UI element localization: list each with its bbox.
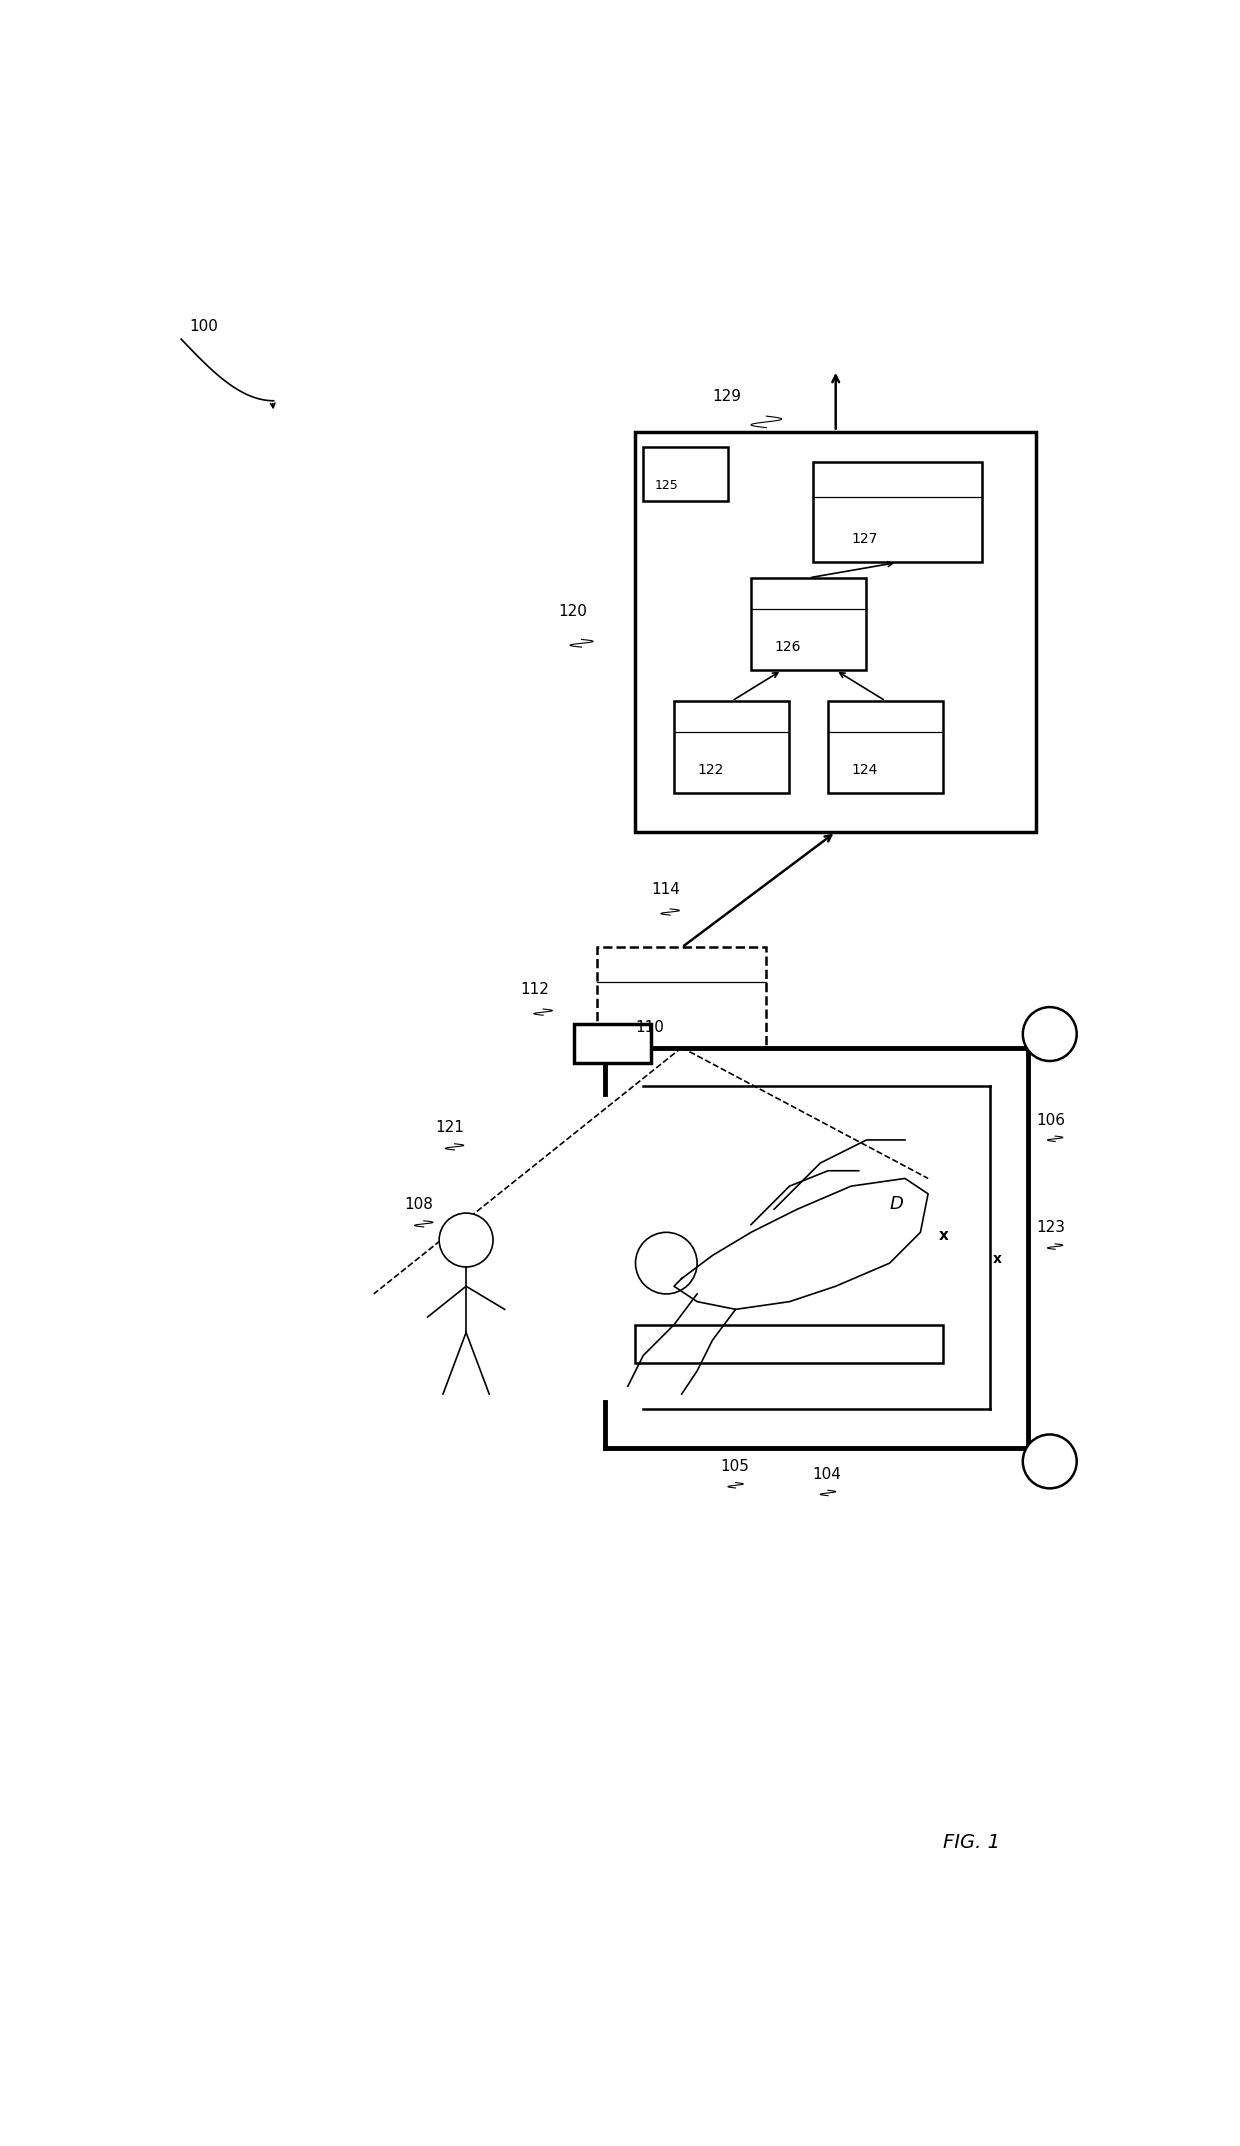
Text: 127: 127: [851, 532, 878, 547]
Text: x: x: [993, 1251, 1002, 1266]
Text: 100: 100: [188, 320, 218, 335]
Text: 104: 104: [812, 1466, 842, 1481]
Circle shape: [635, 1232, 697, 1294]
Text: 129: 129: [713, 388, 742, 403]
Text: 121: 121: [435, 1120, 464, 1135]
Text: 114: 114: [651, 882, 680, 897]
Bar: [644, 446, 728, 500]
Text: 108: 108: [404, 1197, 433, 1212]
Text: x: x: [939, 1228, 949, 1243]
Bar: [635, 1324, 944, 1363]
Bar: [635, 431, 1035, 833]
Text: D: D: [889, 1195, 904, 1212]
Text: 110: 110: [635, 1019, 665, 1034]
Circle shape: [1023, 1434, 1076, 1489]
Bar: [675, 702, 790, 794]
Text: 106: 106: [1035, 1112, 1065, 1127]
Text: 112: 112: [520, 981, 549, 996]
Bar: [596, 946, 766, 1047]
Text: FIG. 1: FIG. 1: [944, 1833, 1001, 1852]
Text: 123: 123: [1035, 1221, 1065, 1236]
Bar: [828, 702, 944, 794]
Text: 126: 126: [774, 640, 801, 655]
Bar: [812, 461, 982, 562]
Bar: [574, 1024, 651, 1062]
Text: 124: 124: [851, 764, 878, 777]
Text: 105: 105: [720, 1459, 749, 1474]
Circle shape: [1023, 1006, 1076, 1060]
Text: 125: 125: [655, 479, 678, 491]
Text: 122: 122: [697, 764, 723, 777]
Circle shape: [439, 1212, 494, 1266]
Bar: [751, 577, 867, 670]
Text: 120: 120: [558, 605, 588, 620]
